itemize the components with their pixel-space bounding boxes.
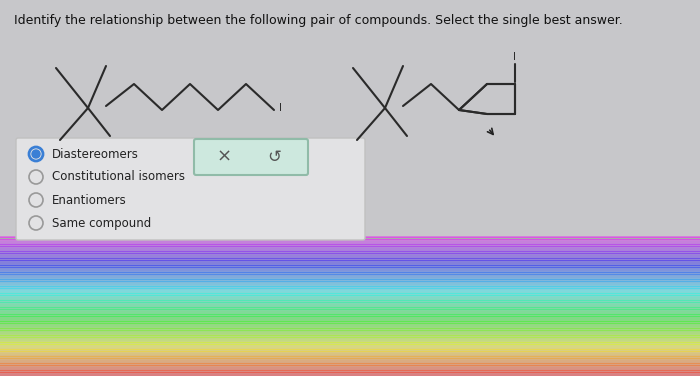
Bar — [0, 270, 700, 273]
Bar — [0, 260, 700, 262]
Bar — [0, 346, 700, 348]
Text: Constitutional isomers: Constitutional isomers — [52, 170, 185, 183]
Bar — [0, 361, 700, 364]
Circle shape — [32, 150, 40, 158]
Text: Identify the relationship between the following pair of compounds. Select the si: Identify the relationship between the fo… — [14, 14, 623, 27]
Text: I: I — [514, 52, 517, 62]
Bar — [0, 256, 700, 259]
Bar — [0, 297, 700, 299]
Bar — [0, 267, 700, 269]
Bar — [0, 262, 700, 264]
Bar — [0, 342, 700, 344]
Bar — [0, 293, 700, 296]
Bar — [0, 341, 700, 343]
Bar — [0, 321, 700, 323]
Bar — [0, 326, 700, 329]
Bar — [0, 283, 700, 285]
Bar — [0, 288, 700, 290]
Bar — [0, 272, 700, 274]
Bar — [0, 253, 700, 255]
Bar — [0, 374, 700, 376]
Bar — [0, 264, 700, 266]
Bar — [0, 246, 700, 248]
Bar — [0, 353, 700, 355]
Bar — [0, 360, 700, 362]
Bar — [0, 243, 700, 245]
Bar — [0, 323, 700, 325]
Text: I: I — [279, 103, 282, 113]
Bar — [0, 244, 700, 247]
Bar — [0, 337, 700, 339]
Bar — [0, 311, 700, 313]
Bar — [0, 365, 700, 367]
Bar — [0, 347, 700, 350]
Bar — [0, 316, 700, 318]
Bar — [0, 330, 700, 332]
Text: ↺: ↺ — [267, 148, 281, 166]
Bar — [0, 368, 700, 371]
Bar — [0, 277, 700, 280]
Bar — [0, 279, 700, 282]
Bar — [0, 235, 700, 238]
Bar — [0, 312, 700, 315]
Bar — [0, 248, 700, 250]
Bar — [0, 300, 700, 303]
Bar — [0, 258, 700, 261]
Bar — [0, 351, 700, 353]
Bar — [0, 370, 700, 373]
Bar — [0, 344, 700, 346]
Bar — [0, 291, 700, 294]
Bar — [0, 290, 700, 292]
Bar — [0, 372, 700, 374]
Bar — [0, 358, 700, 360]
Text: Diastereomers: Diastereomers — [52, 147, 139, 161]
Bar — [0, 367, 700, 369]
Bar — [0, 251, 700, 253]
Bar — [0, 332, 700, 334]
Bar — [0, 304, 700, 306]
Bar — [0, 255, 700, 257]
FancyBboxPatch shape — [16, 138, 365, 240]
Bar — [0, 295, 700, 297]
Bar — [0, 276, 700, 278]
Bar — [0, 309, 700, 311]
Bar — [0, 325, 700, 327]
Bar — [0, 269, 700, 271]
Bar — [0, 0, 700, 236]
Bar — [0, 355, 700, 357]
Bar — [0, 281, 700, 283]
Bar — [0, 250, 700, 252]
Bar — [0, 334, 700, 336]
Bar — [0, 307, 700, 309]
Bar — [0, 339, 700, 341]
Text: ×: × — [216, 148, 232, 166]
Bar — [0, 299, 700, 301]
Bar — [0, 318, 700, 320]
Bar — [0, 349, 700, 352]
Bar — [0, 328, 700, 331]
Bar — [0, 363, 700, 365]
Bar — [0, 356, 700, 358]
Bar — [0, 286, 700, 288]
Bar — [0, 335, 700, 338]
Bar — [0, 314, 700, 317]
FancyBboxPatch shape — [194, 139, 308, 175]
Bar — [0, 320, 700, 322]
Bar — [0, 241, 700, 243]
Bar — [0, 274, 700, 276]
Bar — [0, 237, 700, 240]
Bar — [0, 302, 700, 304]
Text: Enantiomers: Enantiomers — [52, 194, 127, 206]
Bar — [0, 239, 700, 241]
Bar — [0, 305, 700, 308]
Text: Same compound: Same compound — [52, 217, 151, 229]
Bar — [0, 285, 700, 287]
Bar — [0, 265, 700, 267]
